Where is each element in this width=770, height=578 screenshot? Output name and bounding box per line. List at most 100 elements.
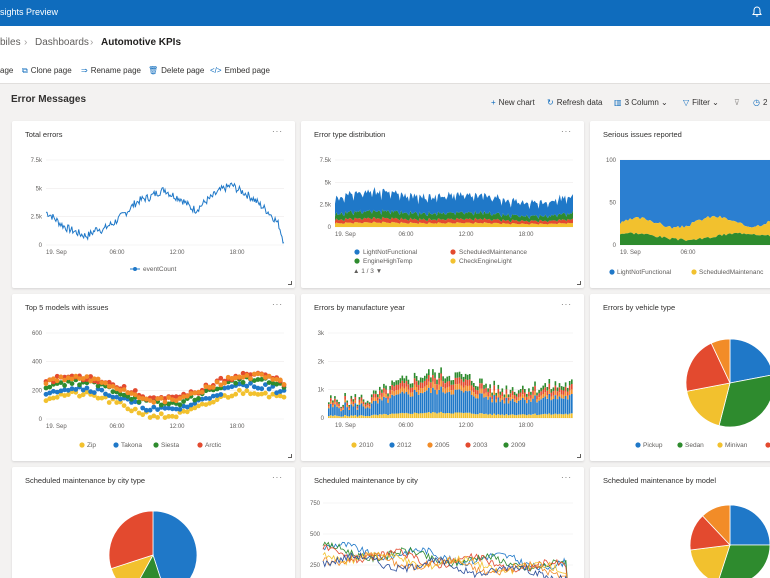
bar-segment [558,383,561,388]
bar-segment [379,386,381,391]
bar-segment [391,385,393,391]
scatter-point [73,387,79,392]
bar-segment [562,414,565,418]
scatter-point [147,415,153,420]
bar-segment [434,389,436,413]
bar-segment [454,389,457,413]
section-title: Error Messages [11,94,87,105]
bar-segment [542,394,545,398]
delete-page-action[interactable]: 🗑 Delete page [148,66,204,75]
bar-segment [554,381,557,386]
clone-page-action[interactable]: ⧉ Clone page [22,66,72,76]
bar-segment [330,415,332,418]
breadcrumb-item-dashboards[interactable]: Dashboards [35,37,89,48]
bar-segment [434,412,436,418]
clear-filter-icon[interactable]: ⊽ [734,98,740,107]
bar-segment [417,394,420,414]
bar-segment [342,416,344,418]
time-range-button[interactable]: ◷ 2 [753,98,767,107]
bar-segment [499,391,502,395]
scatter-point [199,389,205,395]
bar-segment [501,414,504,418]
bar-segment [411,392,414,397]
more-options-icon[interactable]: ··· [272,473,283,482]
embed-page-action[interactable]: </> Embed page [210,66,270,75]
breadcrumb-item-mobiles[interactable]: biles [0,37,21,48]
more-options-icon[interactable]: ··· [561,127,572,136]
bar-segment [519,389,522,393]
card-maint-by-city: Scheduled maintenance by city ··· 750 500… [301,467,584,578]
bar-segment [530,414,532,418]
y-tick-label: 200 [32,388,43,394]
resize-handle[interactable] [288,281,292,285]
scatter-point [184,393,190,399]
bar-segment [440,373,442,381]
bar-segment [526,415,528,418]
series-line [322,551,568,578]
scatter-point [251,391,257,396]
bar-segment [450,384,453,391]
add-page-action[interactable]: age [0,66,14,75]
chevron-right-icon: › [90,37,94,48]
scatter-point [144,396,149,402]
scatter-point [132,406,138,412]
x-tick-label: 06:00 [109,250,125,256]
bar-segment [342,408,344,410]
bar-segment [395,384,398,391]
resize-handle[interactable] [288,454,292,458]
y-tick-label: 750 [310,501,321,507]
bar-segment [354,403,357,416]
bar-segment [332,415,334,418]
bar-segment [381,414,383,418]
legend-label: Zip [87,442,96,449]
scatter-point [151,395,157,400]
bar-segment [550,389,553,393]
scatter-point [251,384,257,390]
bar-segment [532,398,534,415]
bar-segment [387,402,389,415]
more-options-icon[interactable]: ··· [272,300,283,309]
resize-handle[interactable] [577,281,581,285]
bar-segment [344,415,346,418]
legend-swatch [133,267,137,271]
more-options-icon[interactable]: ··· [561,473,572,482]
bar-segment [440,367,442,374]
filter-dropdown[interactable]: ▽ Filter ⌄ [683,98,719,107]
bar-segment [430,382,432,388]
bar-segment [446,392,449,413]
bar-segment [356,404,359,407]
bar-segment [430,388,432,393]
bar-segment [517,397,520,401]
top5-models-chart: 600 400 200 019. Sep 06:00 12:00 18:00 Zip Takon… [32,331,287,449]
refresh-data-button[interactable]: ↻ Refresh data [547,98,603,107]
bar-segment [452,389,455,395]
scatter-point [155,396,161,402]
scatter-point [259,391,265,397]
rename-page-action[interactable]: ⇒ Rename page [81,66,141,75]
bar-segment [536,395,538,400]
scatter-point [218,382,224,388]
bar-segment [475,398,477,415]
scatter-point [69,376,75,382]
bar-segment [513,391,516,395]
column-layout-dropdown[interactable]: ▥ 3 Column ⌄ [614,98,668,107]
more-options-icon[interactable]: ··· [272,127,283,136]
card-title: Scheduled maintenance by city type [25,476,146,485]
bar-segment [495,392,498,396]
bar-segment [487,388,489,392]
bar-segment [421,382,424,389]
more-options-icon[interactable]: ··· [561,300,572,309]
notification-bell-icon[interactable] [750,5,764,19]
bar-segment [548,389,551,394]
resize-handle[interactable] [577,454,581,458]
legend-swatch [113,442,119,448]
bar-segment [534,395,536,414]
bar-segment [571,413,573,418]
bar-segment [505,389,508,394]
bar-segment [397,384,400,390]
bar-segment [428,412,430,418]
scatter-point [240,391,246,397]
new-chart-button[interactable]: + New chart [491,98,535,107]
bar-segment [505,394,508,398]
bar-segment [454,372,457,378]
